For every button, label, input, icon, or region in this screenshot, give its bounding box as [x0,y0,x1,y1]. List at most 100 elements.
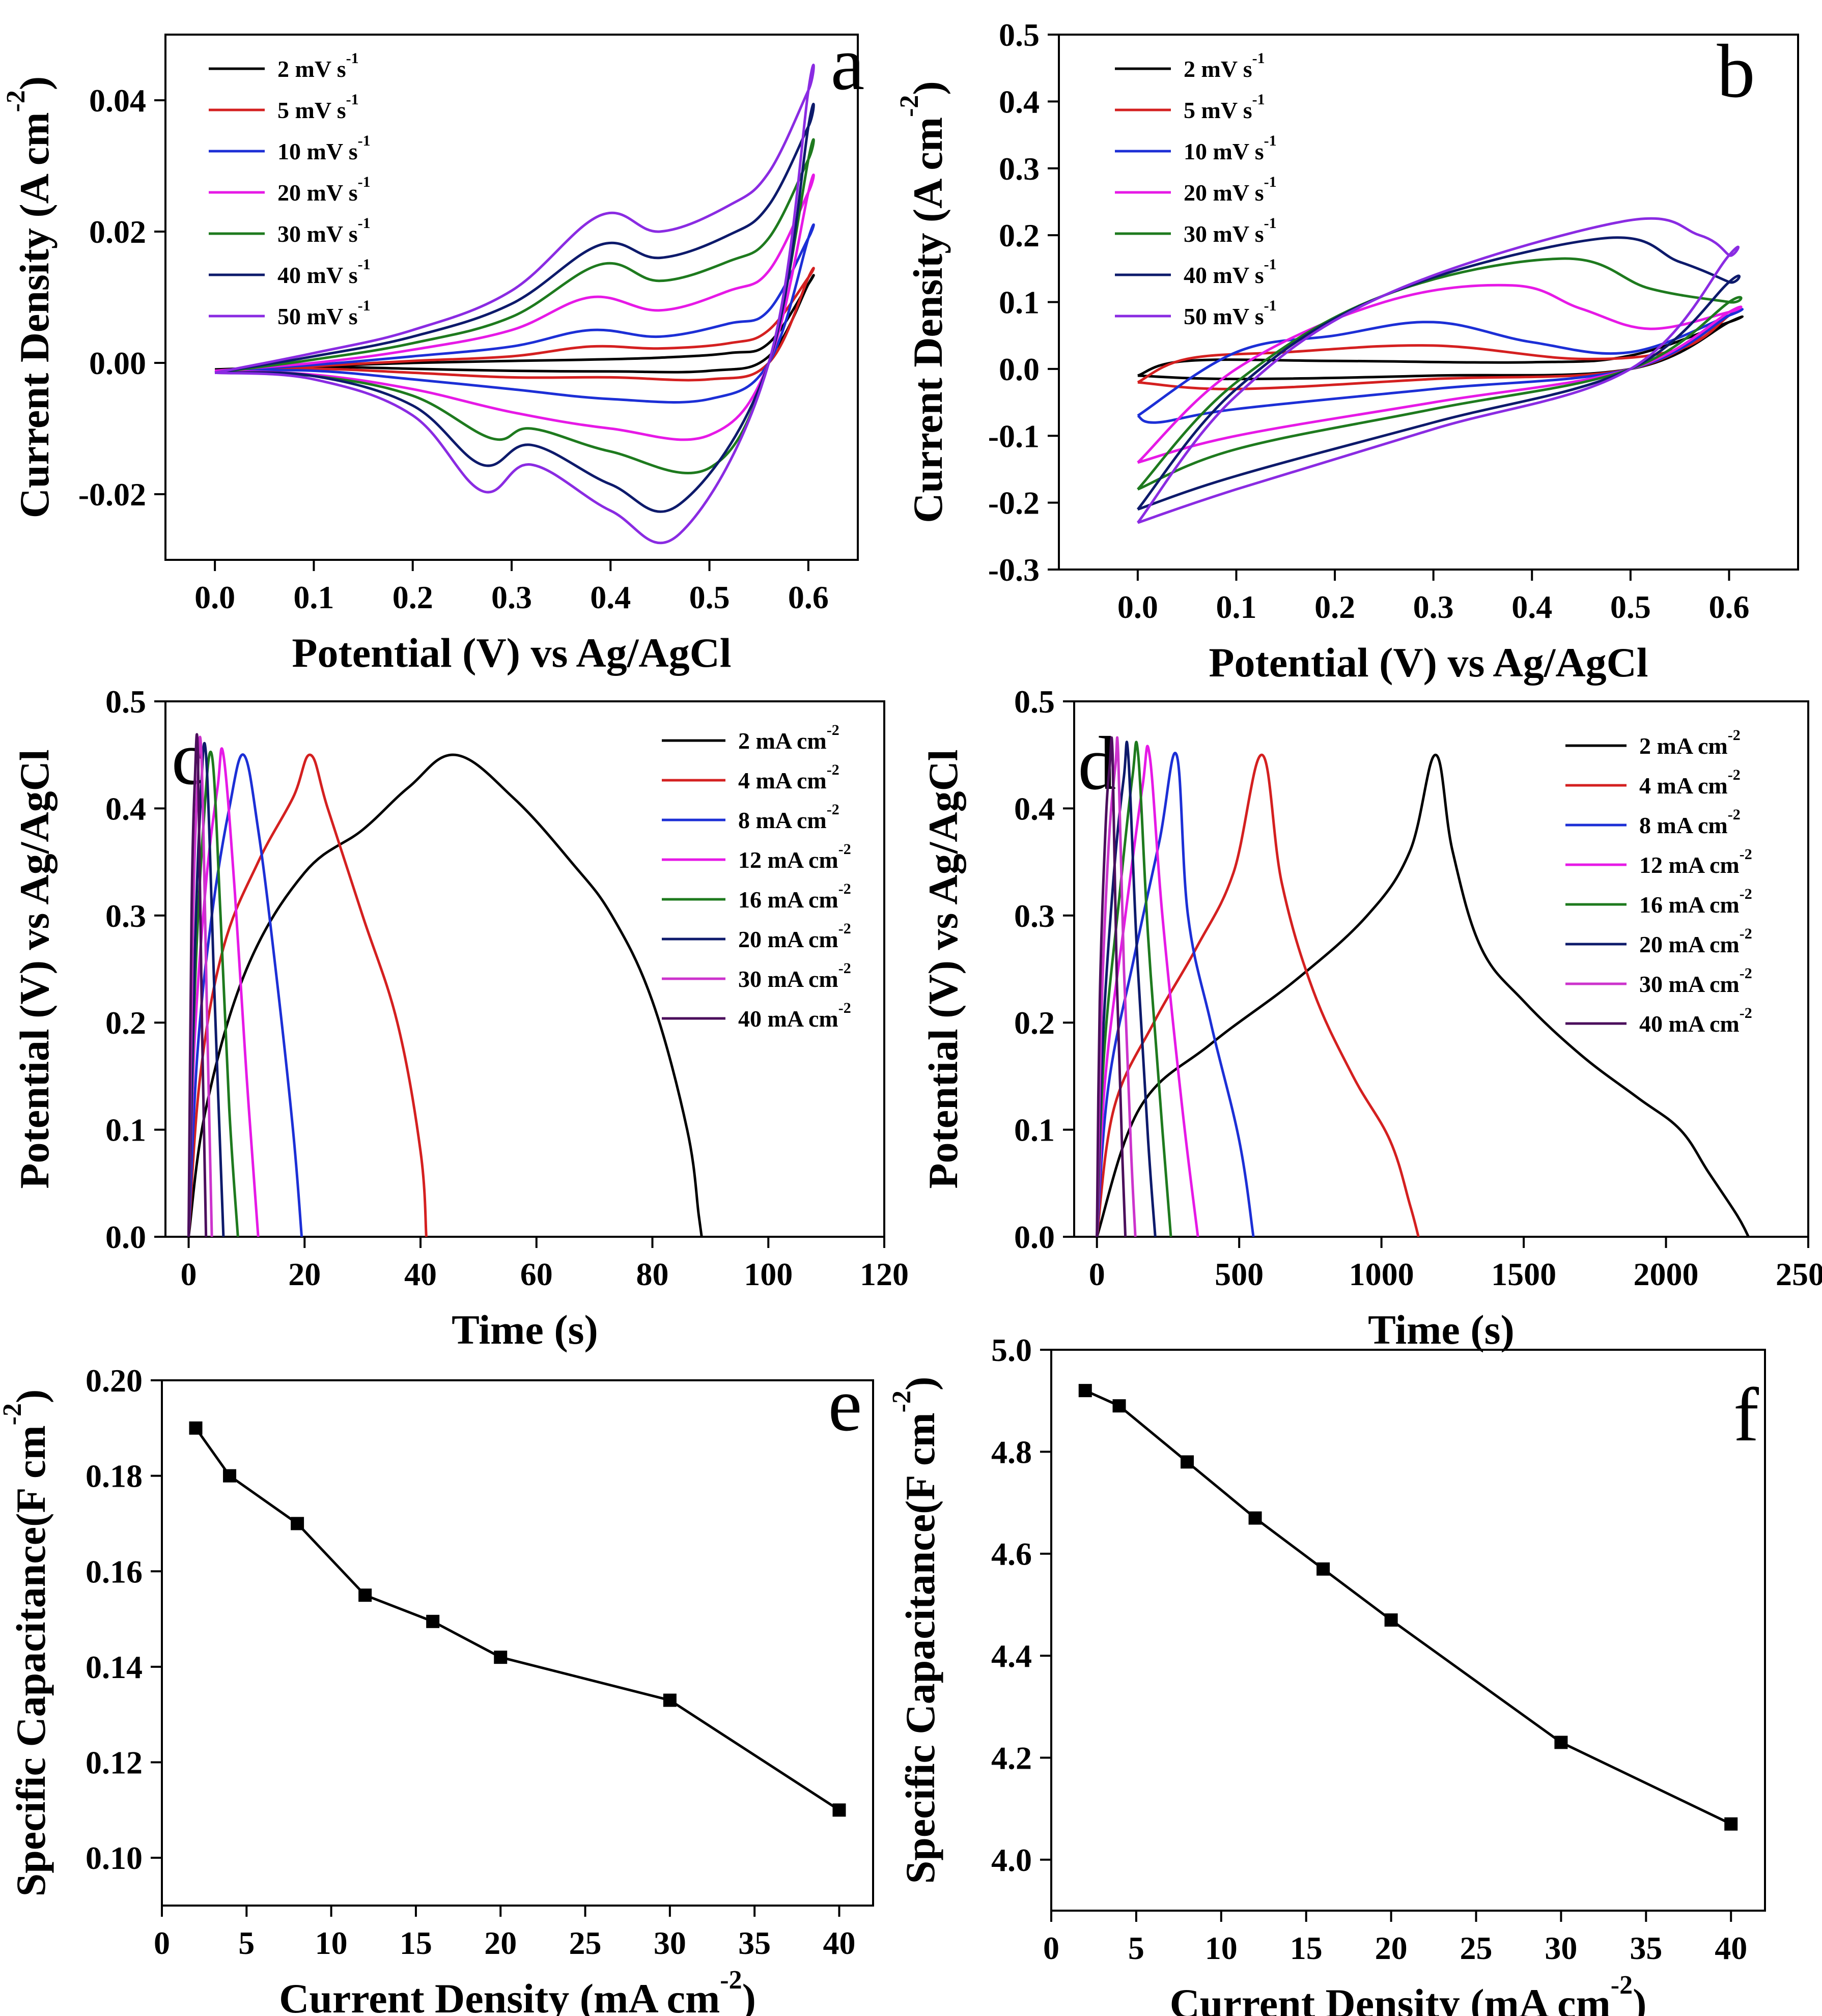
legend-entry: 12 mA cm-2 [738,841,851,873]
series-line-0 [187,753,703,1237]
legend-entry: 30 mA cm-2 [1639,965,1752,997]
data-layer [1096,736,1750,1237]
y-tick-label: 0.10 [86,1840,143,1876]
x-tick-label: 0.4 [1511,589,1552,625]
x-tick-label: 10 [315,1925,348,1961]
legend-entry: 2 mV s-1 [277,50,359,82]
x-tick-label: 40 [404,1256,437,1292]
series-line-6 [1136,217,1740,524]
y-tick-label: 0.00 [89,345,146,381]
y-tick-label: 0.2 [999,217,1040,253]
x-tick-label: 2000 [1634,1256,1699,1292]
x-tick-label: 0.3 [491,579,532,615]
x-tick-label: 30 [654,1925,686,1961]
y-tick-label: 0.0 [105,1219,146,1255]
x-tick-label: 5 [238,1925,255,1961]
y-tick-label: 0.12 [86,1745,143,1781]
y-axis-label: Specific Capacitance(F cm-2) [0,1389,54,1897]
x-tick-label: 5 [1128,1930,1144,1966]
data-point [1316,1562,1330,1576]
legend-entry: 50 mV s-1 [277,297,371,329]
y-tick-label: 0.04 [89,82,146,119]
x-tick-label: 0 [1043,1930,1059,1966]
y-tick-label: 5.0 [991,1332,1032,1368]
x-tick-label: 60 [520,1256,553,1292]
data-layer [214,64,815,545]
y-tick-label: 0.0 [1014,1219,1055,1255]
legend: 2 mA cm-2 4 mA cm-2 8 mA cm-2 12 mA cm-2 16 … [662,722,851,1032]
x-axis-label: Potential (V) vs Ag/AgCl [1209,639,1648,686]
series-line-5 [187,742,225,1237]
legend-entry: 40 mA cm-2 [1639,1005,1752,1037]
series-line-4 [1096,741,1172,1237]
series-line-6 [1096,736,1137,1237]
y-tick-label: 4.8 [991,1434,1032,1470]
legend-entry: 30 mV s-1 [1184,215,1277,247]
legend-entry: 20 mA cm-2 [1639,925,1752,957]
x-tick-label: 35 [1630,1930,1662,1966]
y-axis-label: Specific Capacitance(F cm-2) [887,1377,943,1884]
panel-label: a [831,21,865,106]
data-point [426,1614,440,1628]
x-tick-label: 15 [1290,1930,1323,1966]
series-line-5 [1096,741,1157,1237]
data-line [194,1427,840,1811]
data-point [1724,1817,1738,1831]
x-axis-label: Time (s) [1368,1307,1515,1353]
x-axis-label: Current Density (mA cm-2) [279,1966,756,2016]
x-tick-label: 1500 [1491,1256,1556,1292]
y-tick-label: 0.0 [999,351,1040,387]
plot-frame [161,1379,874,1907]
x-tick-label: 20 [1375,1930,1408,1966]
data-point [1181,1455,1194,1469]
y-tick-label: 0.5 [1014,684,1055,720]
series-line-0 [1137,315,1744,381]
x-tick-label: 20 [484,1925,517,1961]
data-point [1248,1511,1262,1525]
legend-entry: 40 mV s-1 [1184,256,1277,288]
data-point [1554,1736,1568,1749]
series-line-4 [214,138,815,474]
x-tick-label: 0.2 [393,579,433,615]
legend-entry: 4 mA cm-2 [738,761,839,793]
x-tick-label: 1000 [1349,1256,1414,1292]
series-line-2 [1137,308,1744,424]
chart-panel-f: 0 5 10 15 20 25 30 35 40 4.0 4.2 4.4 4.6 4.8 5.0 Curren… [887,1332,1766,2016]
y-tick-label: 0.4 [1014,790,1055,827]
panel-label: e [828,1362,862,1447]
x-tick-label: 25 [1460,1930,1493,1966]
data-layer [187,733,703,1237]
data-point [1384,1613,1398,1627]
y-tick-label: 4.4 [991,1638,1032,1674]
legend-entry: 10 mV s-1 [277,132,371,164]
legend-entry: 20 mV s-1 [1184,174,1277,206]
y-axis-label: Current Density (A cm-2) [2,76,58,519]
y-tick-label: 0.18 [86,1458,143,1494]
series-line-1 [1137,308,1741,390]
legend-entry: 8 mA cm-2 [738,801,839,833]
series-line-2 [214,223,815,404]
x-tick-label: 0.6 [788,579,829,615]
x-tick-label: 30 [1545,1930,1577,1966]
y-tick-label: 0.20 [86,1362,143,1399]
x-tick-label: 0.5 [1610,589,1651,625]
y-tick-label: 4.2 [991,1740,1032,1776]
y-tick-label: 0.3 [999,151,1040,187]
y-axis-label: Potential (V) vs Ag/AgCl [11,749,58,1188]
legend-entry: 4 mA cm-2 [1639,766,1741,799]
y-tick-label: -0.3 [988,552,1040,588]
x-axis-label: Potential (V) vs Ag/AgCl [292,630,731,676]
legend-entry: 50 mV s-1 [1184,297,1277,329]
y-tick-label: 0.4 [999,83,1040,120]
y-tick-label: 0.14 [86,1649,143,1685]
series-line-3 [187,747,260,1237]
x-tick-label: 500 [1215,1256,1264,1292]
chart-panel-a: 0.0 0.1 0.2 0.3 0.4 0.5 0.6 -0.02 0.00 0.02 0.04 Po… [2,21,864,676]
plot-frame [1073,700,1809,1238]
y-tick-label: 4.0 [991,1842,1032,1878]
series-line-2 [187,753,303,1237]
series-line-5 [214,103,815,513]
panel-label: f [1733,1373,1759,1457]
